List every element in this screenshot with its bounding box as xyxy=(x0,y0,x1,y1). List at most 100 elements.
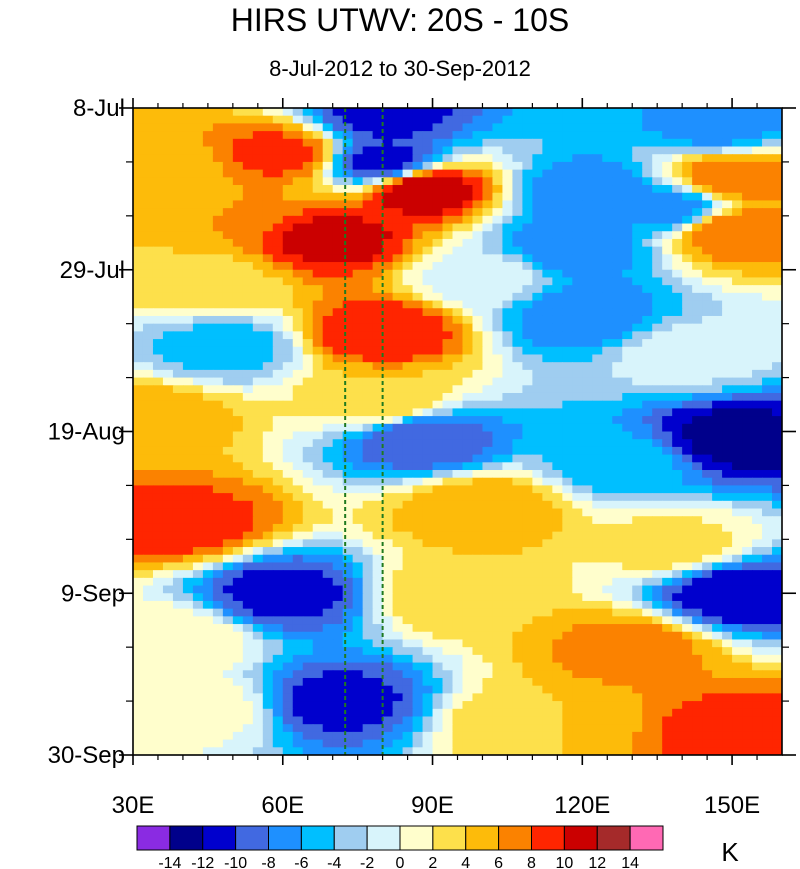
heat-cell xyxy=(412,131,424,140)
heat-cell xyxy=(702,200,713,209)
heat-cell xyxy=(222,123,234,132)
heat-cell xyxy=(542,600,553,610)
heat-cell xyxy=(352,416,364,425)
heat-cell xyxy=(212,416,224,425)
heat-cell xyxy=(472,346,484,356)
heat-cell xyxy=(772,516,782,525)
heat-cell xyxy=(482,339,494,348)
heat-cell xyxy=(552,608,563,617)
heat-cell xyxy=(342,115,354,124)
heat-cell xyxy=(372,508,384,517)
heat-cell xyxy=(162,300,174,309)
heat-cell xyxy=(532,446,543,456)
heat-cell xyxy=(552,200,563,209)
heat-cell xyxy=(612,131,623,140)
heat-cell xyxy=(712,385,723,394)
heat-cell xyxy=(712,400,723,409)
heat-cell xyxy=(282,362,294,371)
heat-cell xyxy=(612,662,623,671)
heat-cell xyxy=(312,385,324,394)
heat-cell xyxy=(392,539,404,548)
heat-cell xyxy=(612,523,623,533)
heat-cell xyxy=(562,547,573,556)
heat-cell xyxy=(292,392,304,402)
heat-cell xyxy=(392,423,404,433)
heat-cell xyxy=(592,654,603,664)
heat-cell xyxy=(512,631,523,641)
heat-cell xyxy=(312,362,324,371)
heat-cell xyxy=(512,300,523,309)
heat-cell xyxy=(182,577,194,587)
heat-cell xyxy=(572,108,583,117)
heat-cell xyxy=(602,192,613,202)
heat-cell xyxy=(442,377,454,386)
heat-cell xyxy=(722,115,733,124)
heat-cell xyxy=(582,670,593,679)
heat-cell xyxy=(462,315,474,325)
heat-cell xyxy=(542,577,553,587)
heat-cell xyxy=(332,446,344,456)
heat-cell xyxy=(622,639,633,648)
heat-cell xyxy=(442,516,454,525)
heat-cell xyxy=(652,123,663,132)
heat-cell xyxy=(622,408,633,417)
heat-cell xyxy=(602,631,613,641)
heat-cell xyxy=(382,138,394,148)
heat-cell xyxy=(272,192,284,202)
heat-cell xyxy=(282,123,294,132)
heat-cell xyxy=(462,431,474,440)
heat-cell xyxy=(702,346,713,356)
heat-cell xyxy=(632,392,643,402)
heat-cell xyxy=(362,585,374,594)
heat-cell xyxy=(462,570,474,579)
heat-cell xyxy=(442,146,454,155)
heat-cell xyxy=(192,477,204,487)
heat-cell xyxy=(182,693,194,702)
heat-cell xyxy=(732,185,743,194)
heat-cell xyxy=(512,362,523,371)
heat-cell xyxy=(532,616,543,625)
heat-cell xyxy=(472,608,484,617)
heat-cell xyxy=(472,477,484,487)
heat-cell xyxy=(442,454,454,463)
heat-cell xyxy=(632,593,643,602)
heat-cell xyxy=(592,208,603,217)
heat-cell xyxy=(142,223,154,232)
heat-cell xyxy=(732,547,743,556)
heat-cell xyxy=(242,670,254,679)
heat-cell xyxy=(482,624,494,633)
heat-cell xyxy=(592,323,603,332)
heat-cell xyxy=(732,446,743,456)
heat-cell xyxy=(162,169,174,178)
heat-cell xyxy=(502,115,514,124)
heat-cell xyxy=(472,670,484,679)
heat-cell xyxy=(412,547,424,556)
heat-cell xyxy=(602,308,613,317)
heat-cell xyxy=(482,215,494,225)
heat-cell xyxy=(582,192,593,202)
heat-cell xyxy=(632,377,643,386)
heat-cell xyxy=(512,516,523,525)
heat-cell xyxy=(662,408,673,417)
heat-cell xyxy=(772,485,782,494)
heat-cell xyxy=(632,508,643,517)
heat-cell xyxy=(162,177,174,186)
heat-cell xyxy=(462,392,474,402)
heat-cell xyxy=(252,123,264,132)
heat-cell xyxy=(772,408,782,417)
heat-cell xyxy=(382,462,394,471)
heat-cell xyxy=(712,508,723,517)
heat-cell xyxy=(133,523,144,533)
heat-cell xyxy=(192,608,204,617)
heat-cell xyxy=(302,192,314,202)
heat-cell xyxy=(742,131,753,140)
heat-cell xyxy=(182,500,194,510)
heat-cell xyxy=(452,308,464,317)
heat-cell xyxy=(642,154,653,163)
heat-cell xyxy=(692,508,703,517)
heat-cell xyxy=(392,215,404,225)
heat-cell xyxy=(752,608,763,617)
heat-cell xyxy=(412,138,424,148)
heat-cell xyxy=(322,262,334,271)
heat-cell xyxy=(192,616,204,625)
